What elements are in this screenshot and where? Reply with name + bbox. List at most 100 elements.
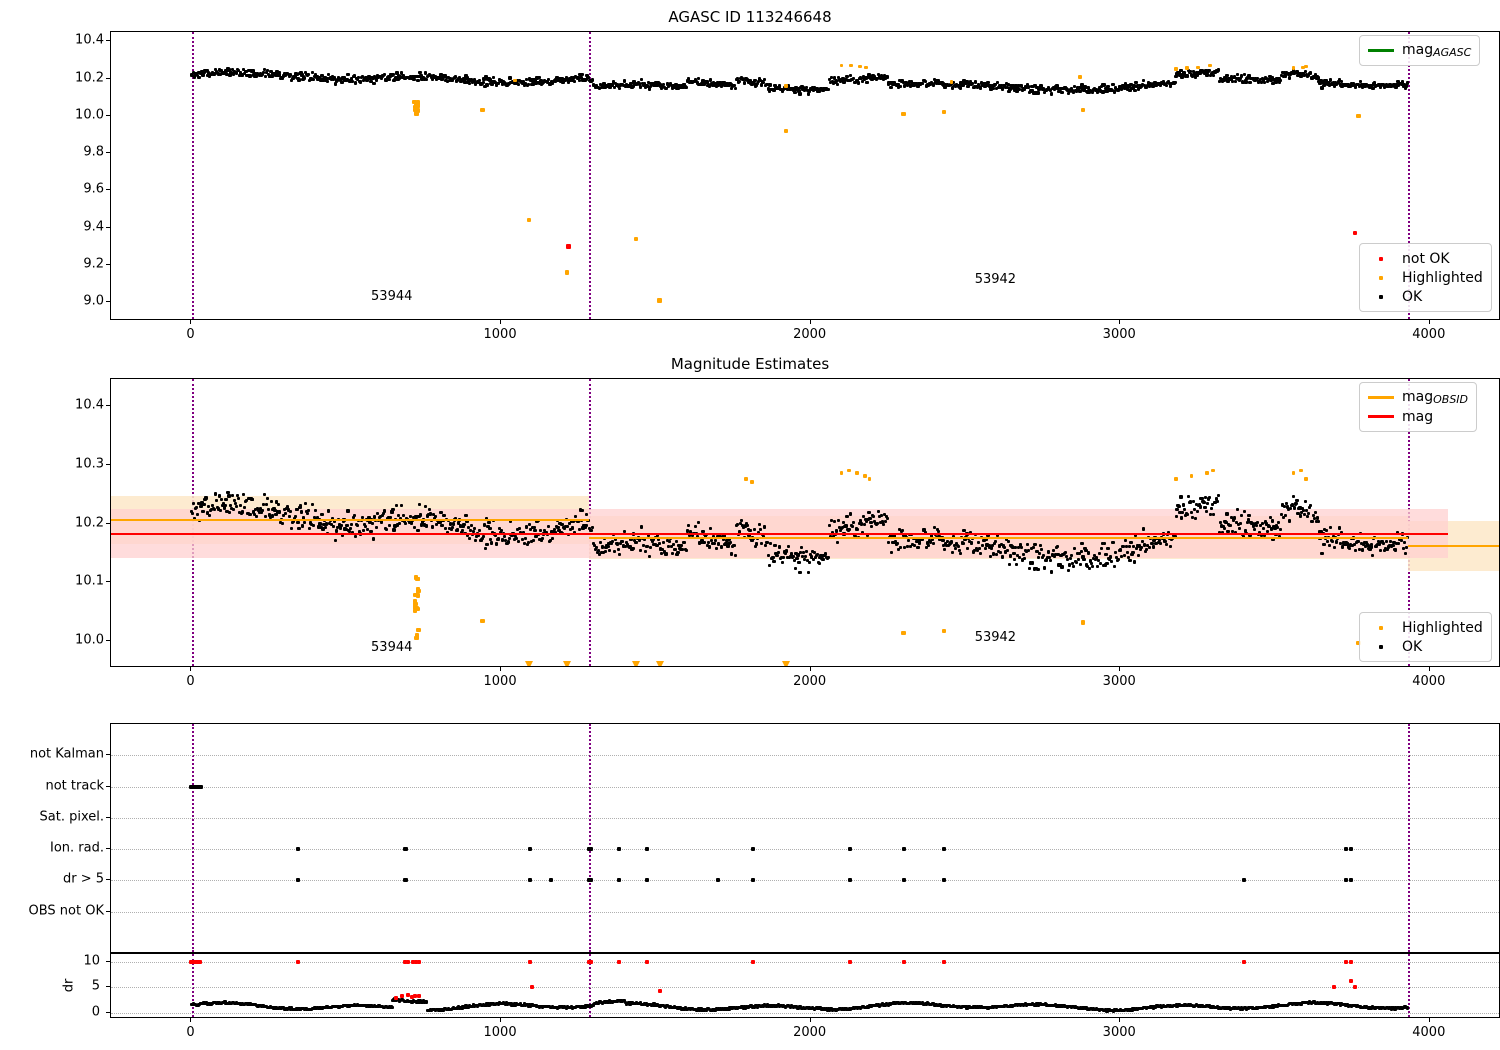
data-point-ok [725, 538, 729, 543]
data-point-ok [270, 514, 274, 518]
data-point-ok [862, 522, 866, 526]
panel-top-xtick-mark [809, 320, 811, 324]
data-point-ok [686, 77, 691, 81]
data-point-ok [341, 520, 345, 524]
data-point-ok [799, 550, 803, 555]
data-point-ok [1109, 555, 1113, 559]
data-point-ok [597, 86, 602, 91]
data-point-ok [1059, 553, 1063, 558]
data-point-ok [593, 548, 598, 552]
legend-item-mag-obsid: magOBSID [1368, 388, 1468, 407]
data-point-ok [485, 83, 489, 87]
data-point-highlighted [513, 78, 517, 83]
data-point-ok [1108, 557, 1112, 561]
data-point-highlighted [839, 63, 844, 68]
data-point-ok [641, 83, 646, 88]
data-point-ok [1084, 549, 1088, 553]
data-point-ok [1112, 541, 1116, 545]
data-point-ok [1211, 74, 1216, 78]
data-point-ok [639, 548, 643, 552]
legend-middle-lines[interactable]: magOBSID mag [1359, 382, 1478, 432]
data-point-ok [646, 80, 650, 84]
data-point-ok [651, 537, 655, 541]
data-point-ok [708, 545, 712, 549]
data-point-ok [1290, 503, 1294, 507]
data-point-ok [564, 524, 568, 529]
data-point-ok [1163, 539, 1168, 544]
data-point-ok [507, 537, 511, 541]
panel-top-ytick-label: 9.6 [83, 181, 104, 197]
legend-top-classes[interactable]: not OK Highlighted OK [1359, 243, 1492, 312]
data-point-ok [886, 540, 890, 544]
data-point-ok [916, 84, 920, 88]
flag-point [296, 847, 301, 852]
data-point-ok [1257, 79, 1262, 84]
data-point-ok [483, 546, 487, 550]
legend-label: mag [1402, 408, 1434, 425]
data-point-ok [853, 80, 858, 85]
data-point-ok [762, 525, 766, 529]
data-point-ok [1132, 84, 1136, 88]
data-point-highlighted [1080, 108, 1086, 113]
data-point-ok [473, 82, 478, 86]
data-point-ok [1083, 546, 1087, 551]
legend-item-highlighted: Highlighted [1368, 268, 1483, 287]
data-point-ok [1174, 514, 1178, 519]
data-point-ok [1050, 553, 1054, 557]
data-point-ok [673, 85, 677, 89]
data-point-ok [216, 72, 221, 76]
data-point-ok [533, 528, 537, 533]
data-point-ok [526, 82, 531, 87]
data-point-ok [668, 537, 672, 541]
data-point-ok [508, 519, 512, 523]
data-point-ok [351, 79, 355, 84]
data-point-ok [1265, 79, 1269, 83]
data-point-ok [786, 84, 791, 88]
data-point-ok [716, 83, 721, 87]
data-point-ok [353, 514, 357, 518]
data-point-ok [537, 75, 541, 80]
data-point-ok [433, 514, 437, 519]
data-point-ok [1233, 79, 1238, 84]
data-point-ok [364, 75, 368, 79]
data-point-ok [242, 71, 246, 76]
data-point-ok [598, 540, 602, 544]
data-point-ok [792, 88, 796, 92]
data-point-ok [1017, 84, 1021, 88]
data-point-ok [371, 76, 375, 81]
data-point-ok [282, 507, 287, 511]
data-point-ok [597, 552, 601, 557]
data-point-ok [882, 513, 886, 517]
data-point-ok [530, 78, 534, 82]
data-point-ok [1011, 545, 1015, 549]
data-point-ok [703, 533, 707, 537]
data-point-ok [1267, 77, 1271, 82]
data-point-ok [782, 555, 786, 559]
legend-middle-classes[interactable]: Highlighted OK [1359, 612, 1492, 662]
data-point-ok [279, 521, 283, 525]
data-point-ok [428, 512, 433, 516]
data-point-ok [391, 72, 395, 76]
data-point-ok [500, 82, 505, 86]
data-point-ok [1315, 516, 1319, 520]
data-point-ok [564, 77, 568, 82]
data-point-ok [1370, 543, 1374, 547]
data-point-ok [361, 528, 365, 532]
data-point-ok [446, 76, 451, 80]
data-point-ok [1216, 68, 1221, 72]
data-point-ok [567, 76, 572, 81]
data-point-ok [717, 534, 721, 538]
data-point-ok [1147, 546, 1151, 550]
data-point-ok [235, 504, 239, 508]
data-point-ok [352, 516, 356, 520]
data-point-ok [1357, 85, 1362, 89]
data-point-ok [289, 78, 293, 82]
data-point-ok [612, 532, 616, 537]
data-point-ok [1110, 89, 1114, 93]
data-point-ok [647, 87, 651, 91]
data-point-ok [225, 73, 229, 77]
data-point-highlighted [901, 111, 906, 117]
data-point-ok [892, 534, 896, 538]
legend-top-magagasc[interactable]: magAGASC [1359, 35, 1481, 66]
data-point-ok [1337, 78, 1341, 82]
